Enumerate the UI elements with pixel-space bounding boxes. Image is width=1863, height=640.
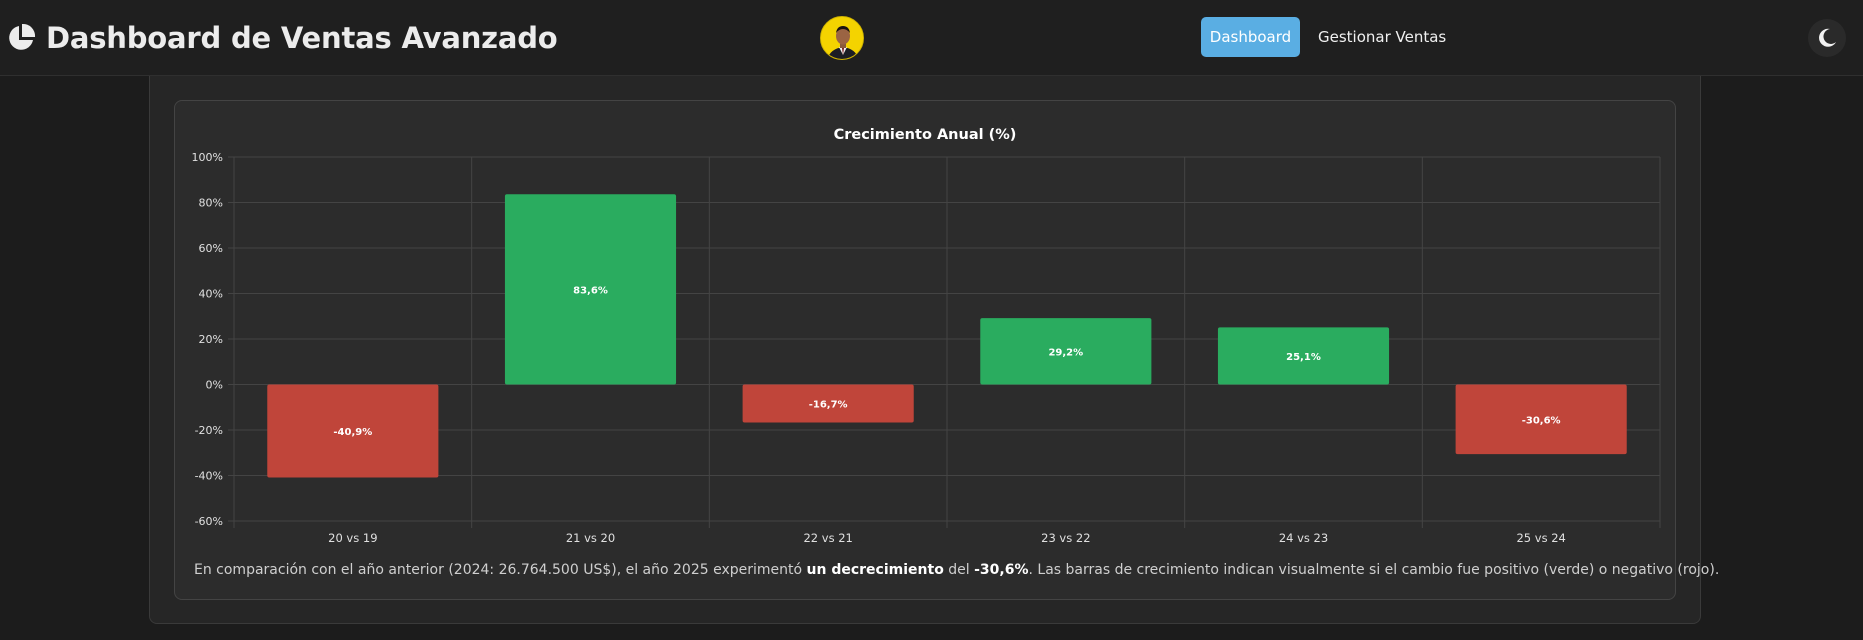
growth-summary-text: En comparación con el año anterior (2024… <box>194 562 1719 578</box>
bar-data-label: -16,7% <box>809 399 848 410</box>
app-title: Dashboard de Ventas Avanzado <box>46 21 558 55</box>
growth-chart-card <box>174 100 1676 600</box>
growth-bar-positive <box>980 318 1152 385</box>
summary-highlight-percent: -30,6% <box>974 562 1029 578</box>
y-tick-label: 40% <box>199 288 223 301</box>
y-tick-label: 100% <box>192 151 223 164</box>
y-tick-label: 0% <box>206 379 223 392</box>
user-avatar[interactable] <box>820 16 864 60</box>
chart-title: Crecimiento Anual (%) <box>834 127 1017 143</box>
bar-data-label: -40,9% <box>333 427 372 438</box>
avatar-image <box>821 17 863 59</box>
pie-chart-icon <box>9 23 36 50</box>
x-tick-label: 24 vs 23 <box>1279 531 1328 545</box>
bar-data-label: 25,1% <box>1286 352 1321 363</box>
x-tick-label: 25 vs 24 <box>1516 531 1565 545</box>
growth-bar-negative <box>267 384 439 478</box>
growth-bar-negative <box>742 384 914 423</box>
x-tick-label: 21 vs 20 <box>566 531 615 545</box>
growth-bar-positive <box>504 194 677 385</box>
y-tick-label: 20% <box>199 333 223 346</box>
nav-dashboard-button[interactable]: Dashboard <box>1201 17 1300 57</box>
y-tick-label: -40% <box>195 470 223 483</box>
y-tick-label: -60% <box>195 515 223 528</box>
nav-gestionar-ventas-link[interactable]: Gestionar Ventas <box>1318 28 1447 46</box>
top-navbar: Dashboard de Ventas Avanzado Dashboard G… <box>0 0 1863 76</box>
bar-data-label: 29,2% <box>1048 347 1083 358</box>
summary-text-part1: En comparación con el año anterior (2024… <box>194 562 807 578</box>
growth-bar-negative <box>1455 384 1627 455</box>
x-tick-label: 20 vs 19 <box>328 531 377 545</box>
bar-data-label: -30,6% <box>1522 415 1561 426</box>
y-tick-label: -20% <box>195 424 223 437</box>
y-tick-label: 60% <box>199 242 223 255</box>
bar-data-label: 83,6% <box>573 285 608 296</box>
x-tick-label: 23 vs 22 <box>1041 531 1090 545</box>
y-tick-label: 80% <box>199 197 223 210</box>
growth-bar-positive <box>1217 327 1390 385</box>
x-tick-label: 22 vs 21 <box>803 531 852 545</box>
summary-highlight-trend: un decrecimiento <box>806 562 944 578</box>
summary-text-part2: del <box>943 562 975 578</box>
moon-icon <box>1819 28 1836 47</box>
theme-toggle-button[interactable] <box>1808 19 1846 57</box>
brand[interactable]: Dashboard de Ventas Avanzado <box>6 18 558 58</box>
summary-text-part3: . Las barras de crecimiento indican visu… <box>1028 562 1720 578</box>
